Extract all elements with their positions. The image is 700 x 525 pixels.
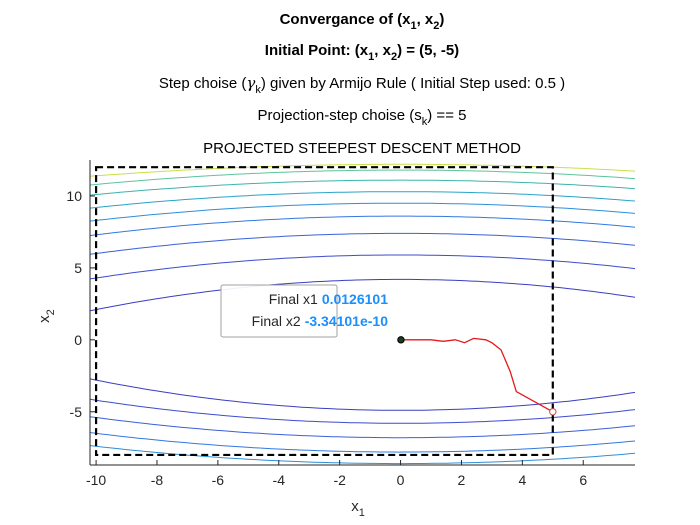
contour-line-10 bbox=[90, 378, 635, 411]
x-tick-label: 0 bbox=[397, 472, 405, 488]
tick-layer: -10 -8 -6 -4 -2 0 2 4 6 -5 0 5 10 bbox=[66, 188, 587, 488]
contour-line-11 bbox=[90, 398, 635, 424]
x-tick-label: 2 bbox=[458, 472, 466, 488]
x-tick-label: -10 bbox=[86, 472, 106, 488]
contour-line-1 bbox=[90, 163, 635, 177]
x-axis-label: x1 bbox=[351, 498, 365, 519]
y-tick-label: 10 bbox=[66, 188, 82, 204]
contour-line-5 bbox=[90, 202, 635, 222]
contour-line-7 bbox=[90, 232, 635, 255]
x-tick-label: -8 bbox=[151, 472, 164, 488]
title-line-1: Convergance of (x1, x2) bbox=[280, 11, 445, 32]
datatip-row-1: Final x1 0.0126101 bbox=[269, 291, 388, 307]
title-line-4: Projection-step choise (sk) == 5 bbox=[258, 107, 467, 128]
title-line-5: PROJECTED STEEPEST DESCENT METHOD bbox=[203, 140, 521, 157]
title-line-2: Initial Point: (x1, x2) = (5, -5) bbox=[265, 42, 459, 63]
contour-line-6 bbox=[90, 215, 635, 237]
y-tick-label: 5 bbox=[74, 260, 82, 276]
start-point-marker bbox=[549, 408, 557, 416]
datatip[interactable]: Final x1 0.0126101 Final x2 -3.34101e-10 bbox=[220, 284, 389, 338]
contour-line-8 bbox=[90, 254, 635, 280]
x-tick-label: 6 bbox=[579, 472, 587, 488]
constraint-box-layer bbox=[94, 166, 554, 457]
constraint-box bbox=[94, 166, 554, 457]
y-tick-label: -5 bbox=[70, 404, 83, 420]
y-tick-label: 0 bbox=[74, 332, 82, 348]
contour-line-13 bbox=[90, 432, 635, 453]
iterate-path bbox=[400, 337, 554, 413]
x-tick-label: -6 bbox=[212, 472, 225, 488]
contour-line-12 bbox=[90, 416, 635, 439]
title-line-3: Step choise (γk) given by Armijo Rule ( … bbox=[159, 74, 565, 96]
x-tick-label: -4 bbox=[273, 472, 286, 488]
contour-line-4 bbox=[90, 191, 635, 209]
final-point-marker[interactable] bbox=[397, 336, 405, 344]
y-axis-label: x2 bbox=[36, 309, 57, 323]
datatip-row-2: Final x2 -3.34101e-10 bbox=[252, 313, 389, 329]
datatip-box bbox=[220, 284, 338, 338]
contour-line-3 bbox=[90, 179, 635, 196]
x-tick-label: 4 bbox=[518, 472, 526, 488]
contour-line-2 bbox=[90, 169, 635, 186]
iterate-path-layer bbox=[397, 336, 557, 416]
x-tick-label: -2 bbox=[333, 472, 346, 488]
contour-lines bbox=[90, 163, 635, 465]
contour-line-9 bbox=[90, 278, 635, 312]
